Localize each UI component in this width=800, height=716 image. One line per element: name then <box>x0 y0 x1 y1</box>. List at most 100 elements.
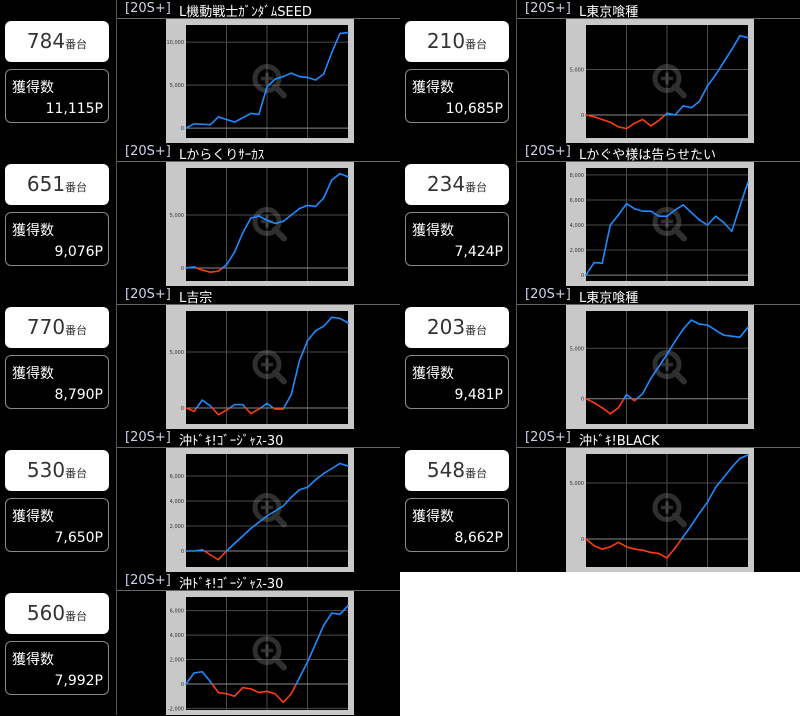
magnifier-handle <box>672 83 687 99</box>
data-line-segment <box>266 402 275 409</box>
data-line-segment <box>731 457 741 469</box>
machine-card[interactable]: [20S+] Lからくりｻｰｶｽ 651番台 獲得数 9,076P 0 5,000 <box>0 143 400 286</box>
chart-svg: 0 5,000 <box>570 25 749 138</box>
magnifier-lens <box>652 350 682 379</box>
data-line-segment <box>658 353 668 368</box>
data-line-segment <box>698 323 709 326</box>
machine-number-badge: 770番台 <box>5 307 109 348</box>
points-label: 獲得数 <box>12 652 54 668</box>
data-line-segment <box>690 211 701 221</box>
data-line-segment <box>217 409 228 416</box>
y-tick-label: 2,000 <box>170 524 184 530</box>
data-line-segment <box>250 408 260 415</box>
points-label: 獲得数 <box>412 366 454 382</box>
data-line-segment <box>314 472 325 481</box>
machine-card[interactable]: [20S+] 沖ﾄﾞｷ!ｺﾞｰｼﾞｬｽ-30 560番台 獲得数 7,992P … <box>0 572 400 715</box>
payout-chart[interactable]: -2,000 0 2,000 4,000 6,000 <box>166 591 354 715</box>
data-line-segment <box>290 72 301 78</box>
y-tick-label: 5,000 <box>170 213 184 219</box>
data-line-segment <box>593 544 604 550</box>
divider <box>516 429 517 572</box>
data-line-segment <box>706 324 717 331</box>
payout-chart[interactable]: 0 2,000 4,000 6,000 8,000 <box>566 162 754 286</box>
y-tick-label: 0 <box>581 113 584 119</box>
payout-chart[interactable]: 0 5,000 <box>566 448 754 572</box>
magnifier-handle <box>272 226 287 242</box>
data-line-segment <box>731 35 741 51</box>
payout-chart[interactable]: 0 5,000 <box>166 162 354 286</box>
machine-tag: [20S+] <box>125 430 171 445</box>
machine-header: [20S+] 沖ﾄﾞｷ!ｺﾞｰｼﾞｬｽ-30 <box>117 572 400 592</box>
machine-card[interactable]: [20S+] Lかぐや様は告らせたい 234番台 獲得数 7,424P 0 2,0… <box>400 143 800 286</box>
data-line-segment <box>195 267 204 271</box>
payout-chart[interactable]: 0 5,000 <box>566 305 754 429</box>
y-tick-label: 8,000 <box>570 173 584 179</box>
data-line-segment <box>633 118 644 124</box>
machine-header: [20S+] L吉宗 <box>117 286 400 306</box>
data-line-segment <box>290 360 301 396</box>
payout-chart[interactable]: 0 5,000 10,000 <box>166 19 354 143</box>
machine-card[interactable]: [20S+] L東京喰種 210番台 獲得数 10,685P 0 5,000 <box>400 0 800 143</box>
data-line-segment <box>739 326 749 339</box>
data-line-segment <box>739 35 749 39</box>
data-line-segment <box>682 319 693 330</box>
data-line-segment <box>266 78 276 88</box>
points-box: 獲得数 11,115P <box>5 69 109 123</box>
machine-header: [20S+] Lかぐや様は告らせたい <box>517 143 800 163</box>
plus-sign <box>261 501 273 514</box>
y-tick-label: 4,000 <box>170 499 184 505</box>
machine-title: L吉宗 <box>179 291 213 306</box>
data-line-segment <box>666 209 676 218</box>
machine-number-suffix: 番台 <box>65 181 88 194</box>
data-line-segment <box>314 73 325 81</box>
data-line-segment <box>322 51 333 75</box>
payout-chart[interactable]: 0 2,000 4,000 6,000 <box>166 448 354 572</box>
data-line-segment <box>722 221 733 233</box>
data-line-segment <box>322 467 333 475</box>
y-tick-label: 5,000 <box>570 67 584 73</box>
y-tick-label: 6,000 <box>170 609 184 615</box>
data-line-segment <box>593 401 604 409</box>
data-line-segment <box>225 251 236 266</box>
plus-sign <box>661 215 673 228</box>
data-line-segment <box>217 116 228 121</box>
y-tick-label: 5,000 <box>170 350 184 356</box>
points-label: 獲得数 <box>12 509 54 525</box>
data-line-segment <box>258 215 268 222</box>
payout-chart[interactable]: 0 5,000 <box>566 19 754 143</box>
points-box: 獲得数 10,685P <box>405 69 509 123</box>
data-line-segment <box>185 266 195 269</box>
data-line-segment <box>585 261 595 276</box>
data-line-segment <box>609 214 620 226</box>
machine-number-suffix: 番台 <box>65 467 88 480</box>
data-line-segment <box>225 692 236 697</box>
data-line-segment <box>282 692 293 704</box>
machine-card[interactable]: [20S+] L東京喰種 203番台 獲得数 9,481P 0 5,000 <box>400 286 800 429</box>
data-line-segment <box>258 690 268 694</box>
points-box: 獲得数 8,662P <box>405 498 509 552</box>
points-label: 獲得数 <box>12 223 54 239</box>
chart-svg: 0 2,000 4,000 6,000 <box>170 454 349 567</box>
magnifier-handle <box>672 512 687 528</box>
magnifier-lens <box>652 64 682 93</box>
payout-chart[interactable]: 0 5,000 <box>166 305 354 429</box>
data-line-segment <box>698 501 709 515</box>
machine-number-badge: 784番台 <box>5 21 109 62</box>
data-line-segment <box>617 541 628 548</box>
data-line-segment <box>306 329 317 342</box>
data-line-segment <box>290 683 298 695</box>
data-line-segment <box>283 393 293 409</box>
data-line-segment <box>714 61 725 76</box>
points-label: 獲得数 <box>412 80 454 96</box>
machine-card[interactable]: [20S+] L吉宗 770番台 獲得数 8,790P 0 5,000 <box>0 286 400 429</box>
machine-card[interactable]: [20S+] 沖ﾄﾞｷ!BLACK 548番台 獲得数 8,662P 0 5,00… <box>400 429 800 572</box>
chart-svg: 0 5,000 <box>170 311 349 424</box>
points-value: 9,481P <box>454 387 503 403</box>
points-box: 獲得数 9,481P <box>405 355 509 409</box>
data-line-segment <box>209 116 220 126</box>
machine-number-badge: 548番台 <box>405 450 509 491</box>
data-line-segment <box>225 118 236 123</box>
data-line-segment <box>322 179 333 199</box>
machine-card[interactable]: [20S+] 沖ﾄﾞｷ!ｺﾞｰｼﾞｬｽ-30 530番台 獲得数 7,650P … <box>0 429 400 572</box>
machine-card[interactable]: [20S+] L機動戦士ｶﾞﾝﾀﾞﾑSEED 784番台 獲得数 11,115P… <box>0 0 400 143</box>
